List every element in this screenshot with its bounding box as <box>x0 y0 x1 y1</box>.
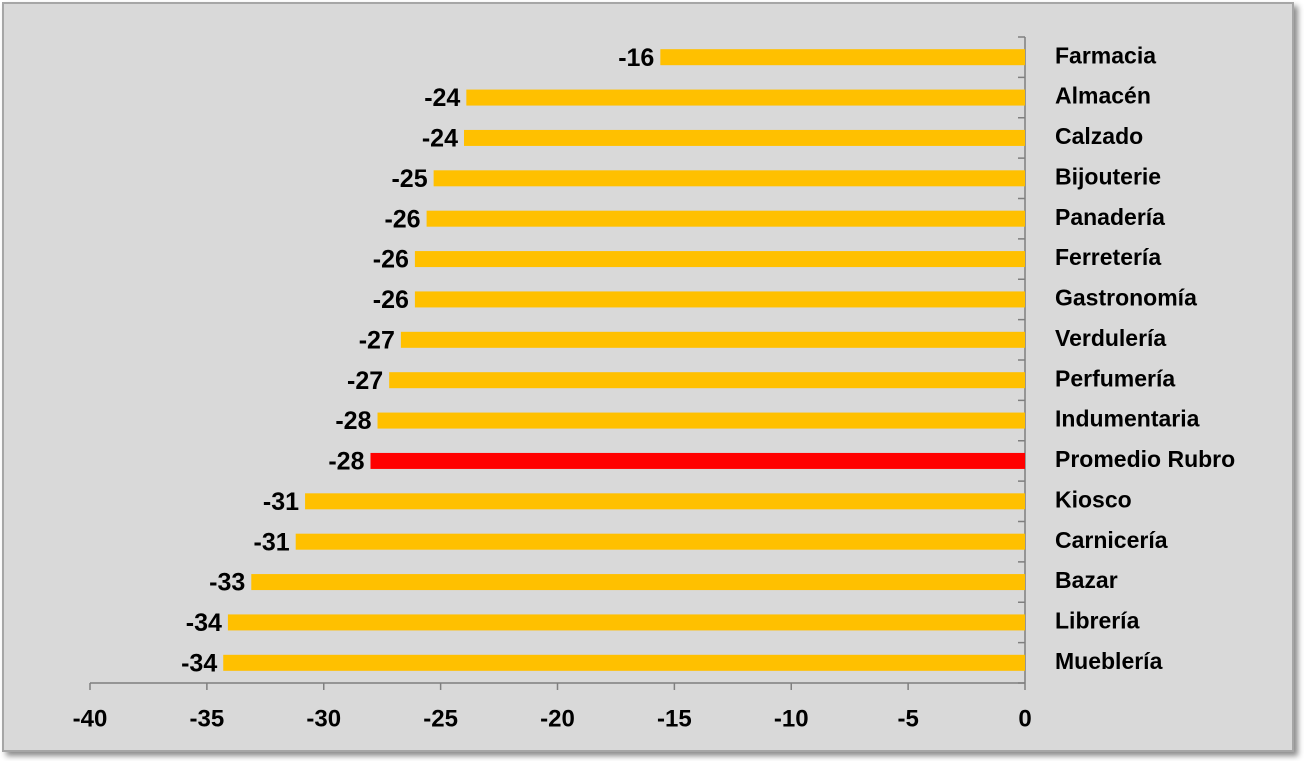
bar <box>464 129 1025 146</box>
bar <box>400 331 1025 348</box>
y-tick-label: Panadería <box>1055 204 1165 230</box>
y-tick-label: Farmacia <box>1055 42 1156 68</box>
bar <box>389 372 1025 389</box>
bar <box>227 614 1026 631</box>
x-tick-label: -5 <box>897 705 918 732</box>
data-label: -26 <box>373 286 409 314</box>
y-tick-label: Almacén <box>1055 83 1151 109</box>
data-label: -25 <box>391 165 427 193</box>
bar <box>377 412 1025 429</box>
data-label: -16 <box>618 44 654 72</box>
x-tick-label: -30 <box>306 705 341 732</box>
y-tick-label: Indumentaria <box>1055 406 1200 432</box>
data-label: -34 <box>186 609 222 637</box>
y-tick-label: Ferretería <box>1055 244 1161 270</box>
x-tick-label: -20 <box>540 705 575 732</box>
data-label: -24 <box>422 125 458 153</box>
data-label: -24 <box>424 84 460 112</box>
data-label: -27 <box>347 367 383 395</box>
bar <box>295 533 1025 550</box>
bar <box>370 452 1025 469</box>
y-tick-label: Carnicería <box>1055 527 1168 553</box>
x-tick-label: -40 <box>73 705 108 732</box>
data-label: -34 <box>181 649 217 677</box>
data-label: -28 <box>328 448 364 476</box>
data-label: -26 <box>384 205 420 233</box>
bar <box>251 574 1026 591</box>
data-label: -31 <box>254 528 290 556</box>
y-tick-label: Promedio Rubro <box>1055 446 1235 472</box>
x-tick-label: -35 <box>190 705 225 732</box>
x-tick-label: -15 <box>657 705 692 732</box>
x-tick-label: 0 <box>1018 705 1031 732</box>
bar <box>660 49 1025 66</box>
bar <box>223 654 1026 671</box>
data-label: -28 <box>335 407 371 435</box>
bar <box>414 291 1026 308</box>
x-tick-label: -25 <box>423 705 458 732</box>
bar <box>433 170 1025 187</box>
y-tick-label: Bijouterie <box>1055 163 1161 189</box>
bar <box>305 493 1025 510</box>
bar <box>466 89 1025 106</box>
y-tick-label: Verdulería <box>1055 325 1166 351</box>
x-tick-label: -10 <box>774 705 809 732</box>
y-tick-label: Librería <box>1055 608 1140 634</box>
bar <box>414 251 1026 268</box>
data-label: -33 <box>209 569 245 597</box>
data-label: -27 <box>359 326 395 354</box>
y-tick-label: Bazar <box>1055 567 1118 593</box>
y-tick-label: Gastronomía <box>1055 285 1197 311</box>
y-tick-label: Kiosco <box>1055 486 1132 512</box>
y-tick-label: Perfumería <box>1055 365 1175 391</box>
y-tick-label: Calzado <box>1055 123 1143 149</box>
y-tick-label: Mueblería <box>1055 648 1163 674</box>
bar <box>426 210 1026 227</box>
data-label: -26 <box>373 246 409 274</box>
data-label: -31 <box>263 488 299 516</box>
